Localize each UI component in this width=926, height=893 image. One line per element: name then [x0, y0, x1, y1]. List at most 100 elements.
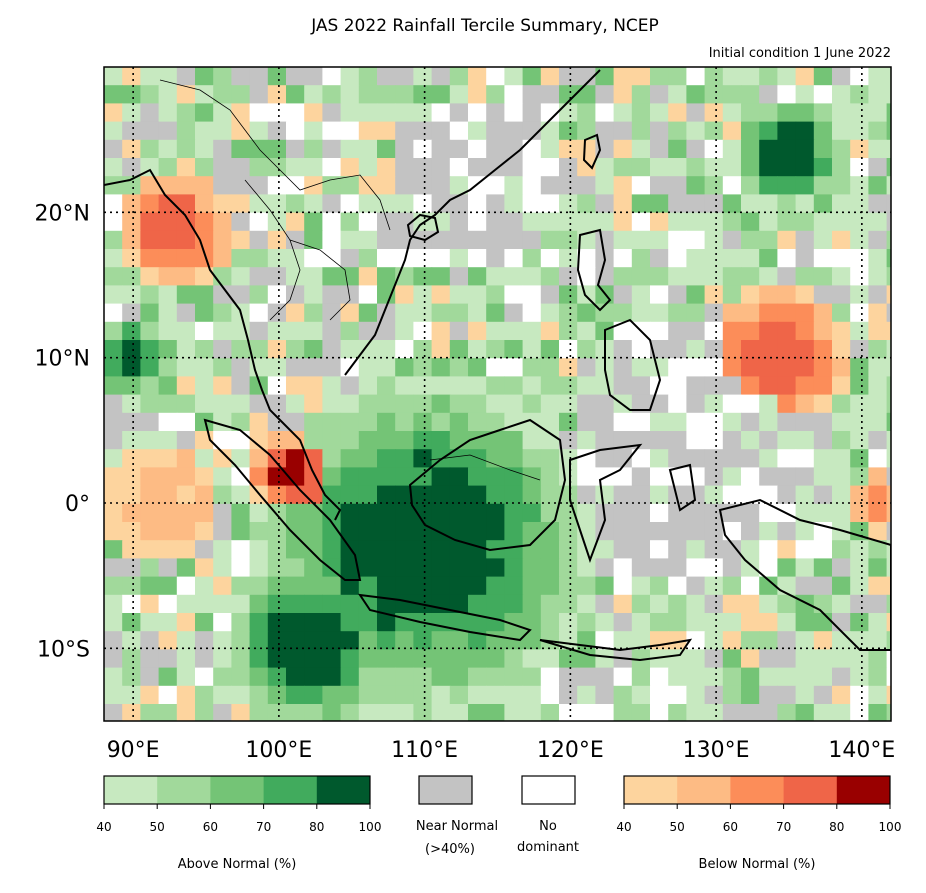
tercile-cell	[704, 649, 724, 669]
tercile-cell	[813, 340, 833, 359]
tercile-cell	[231, 449, 251, 468]
tercile-cell	[249, 649, 269, 669]
tercile-cell	[832, 158, 851, 177]
tercile-cell	[286, 558, 305, 578]
tercile-cell	[267, 176, 287, 195]
tercile-cell	[668, 594, 687, 614]
tercile-cell	[449, 467, 469, 487]
tercile-cell	[559, 613, 578, 632]
tercile-cell	[158, 249, 178, 268]
tercile-cell	[340, 267, 360, 286]
tercile-cell	[522, 176, 542, 195]
tercile-cell	[249, 685, 269, 705]
tercile-cell	[377, 558, 396, 578]
tercile-cell	[722, 467, 742, 487]
tercile-cell	[377, 230, 396, 250]
tercile-cell	[213, 376, 232, 396]
tercile-cell	[340, 522, 360, 541]
tercile-cell	[650, 121, 669, 141]
tercile-cell	[304, 85, 323, 104]
tercile-cell	[868, 340, 888, 359]
tercile-cell	[431, 467, 451, 487]
tercile-cell	[577, 340, 596, 359]
above-normal-colorbar-tick-label: 50	[150, 820, 165, 834]
tercile-cell	[504, 230, 524, 250]
tercile-cell	[504, 285, 524, 305]
tercile-cell	[777, 558, 797, 578]
tercile-cell	[577, 576, 596, 596]
tercile-cell	[540, 613, 560, 632]
tercile-cell	[413, 249, 433, 268]
tercile-cell	[631, 613, 651, 632]
tercile-cell	[213, 431, 232, 450]
tercile-cell	[195, 67, 214, 86]
tercile-cell	[267, 376, 287, 396]
tercile-cell	[304, 467, 323, 487]
tercile-cell	[850, 649, 869, 669]
tercile-cell	[413, 704, 433, 721]
tercile-cell	[631, 667, 651, 687]
tercile-cell	[468, 594, 487, 614]
tercile-cell	[377, 503, 396, 523]
tercile-cell	[322, 540, 342, 559]
tercile-cell	[777, 704, 797, 721]
tercile-cell	[431, 139, 451, 159]
tercile-cell	[704, 340, 724, 359]
tercile-cell	[377, 540, 396, 559]
tercile-cell	[595, 67, 615, 86]
tercile-cell	[650, 249, 669, 268]
tercile-cell	[795, 230, 815, 250]
tercile-cell	[158, 522, 178, 541]
tercile-cell	[122, 485, 141, 505]
tercile-cell	[595, 212, 615, 232]
tercile-cell	[595, 431, 615, 450]
tercile-cell	[231, 576, 251, 596]
tercile-cell	[358, 267, 378, 286]
tercile-cell	[868, 358, 888, 377]
tercile-cell	[413, 267, 433, 286]
tercile-cell	[595, 704, 615, 721]
tercile-cell	[868, 558, 888, 578]
tercile-cell	[559, 340, 578, 359]
longitude-tick-label: 100°E	[245, 738, 312, 763]
tercile-cell	[158, 67, 178, 86]
tercile-cell	[795, 249, 815, 268]
tercile-cell	[140, 503, 160, 523]
tercile-cell	[249, 158, 269, 177]
tercile-cell	[213, 704, 232, 721]
tercile-cell	[777, 431, 797, 450]
tercile-cell	[631, 394, 651, 414]
tercile-cell	[540, 467, 560, 487]
tercile-cell	[468, 558, 487, 578]
tercile-cell	[213, 176, 232, 195]
tercile-cell	[176, 467, 196, 487]
tercile-cell	[267, 540, 287, 559]
tercile-cell	[886, 667, 891, 687]
tercile-cell	[486, 194, 505, 214]
tercile-cell	[195, 449, 214, 468]
tercile-cell	[249, 249, 269, 268]
tercile-cell	[468, 631, 487, 650]
tercile-cell	[176, 613, 196, 632]
tercile-cell	[395, 285, 414, 305]
tercile-cell	[286, 540, 305, 559]
tercile-cell	[868, 485, 888, 505]
tercile-cell	[340, 376, 360, 396]
tercile-cell	[486, 321, 505, 341]
tercile-cell	[468, 376, 487, 396]
tercile-cell	[286, 285, 305, 305]
tercile-cell	[886, 576, 891, 596]
tercile-cell	[595, 558, 615, 578]
tercile-cell	[650, 704, 669, 721]
tercile-cell	[231, 412, 251, 432]
tercile-cell	[304, 249, 323, 268]
tercile-cell	[468, 449, 487, 468]
tercile-cell	[886, 176, 891, 195]
tercile-cell	[122, 613, 141, 632]
tercile-cell	[195, 267, 214, 286]
tercile-cell	[468, 212, 487, 232]
tercile-cell	[231, 558, 251, 578]
tercile-cell	[650, 285, 669, 305]
tercile-cell	[686, 394, 706, 414]
tercile-cell	[158, 158, 178, 177]
